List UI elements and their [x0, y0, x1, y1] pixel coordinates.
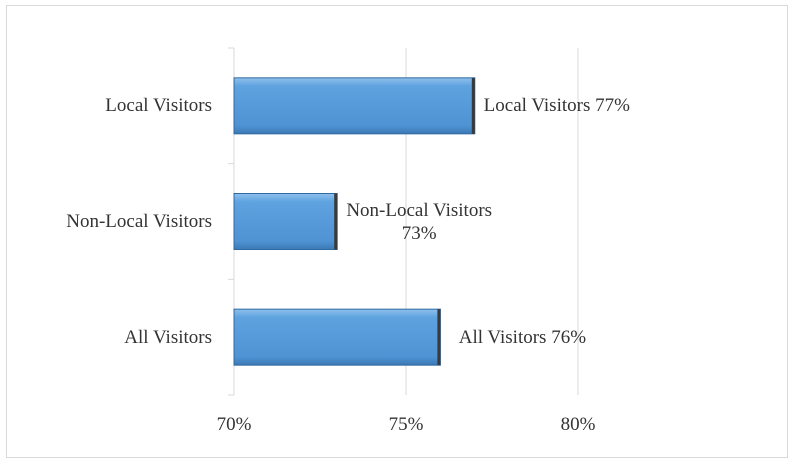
- x-tick-label: 80%: [560, 414, 596, 435]
- data-label: Non-Local Visitors 73%: [346, 199, 493, 244]
- bar: [233, 193, 338, 250]
- bar: [233, 77, 476, 135]
- bar: [233, 308, 441, 366]
- y-tick-label: All Visitors: [124, 326, 212, 348]
- bar-edge: [437, 309, 441, 366]
- bar-edge: [471, 77, 475, 134]
- x-tick-label: 70%: [216, 414, 252, 435]
- data-label: All Visitors 76%: [458, 326, 587, 348]
- bar-edge: [334, 193, 338, 250]
- y-tick-label: Local Visitors: [105, 95, 212, 117]
- chart-border: [6, 5, 788, 458]
- y-tick-label: Non-Local Visitors: [66, 211, 212, 232]
- x-tick-label: 75%: [388, 414, 424, 435]
- data-label: Local Visitors 77%: [483, 95, 630, 117]
